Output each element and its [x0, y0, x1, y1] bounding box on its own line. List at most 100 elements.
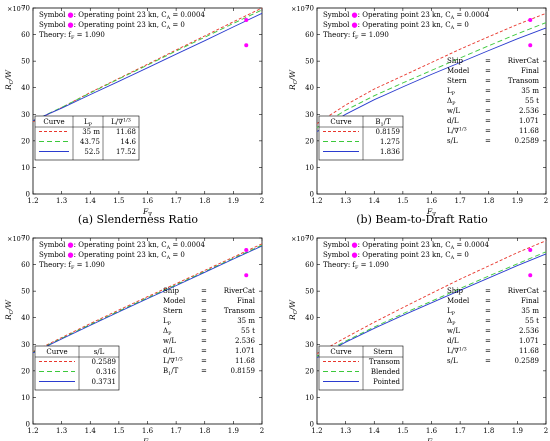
text-span: 1.5 — [397, 197, 408, 205]
text-span: 30 — [305, 111, 314, 119]
info-eq: = — [485, 357, 491, 365]
legend-table — [318, 345, 404, 391]
text-span: : Operating point 23 kn, C — [74, 21, 167, 29]
text-span: = — [485, 97, 491, 105]
info-value: RiverCat — [508, 287, 539, 295]
text-span: = — [485, 297, 491, 305]
text-span: 1.2 — [311, 427, 322, 435]
y-tick-label: 40 — [21, 314, 30, 322]
text-span: Ship — [447, 57, 464, 65]
text-span: 55 t — [525, 317, 539, 325]
text-span: = — [201, 337, 207, 345]
info-value: 2.536 — [519, 327, 540, 335]
info-eq: = — [485, 97, 491, 105]
info-key: w/L — [447, 327, 460, 335]
text-span: 17.52 — [116, 148, 136, 156]
x-axis-label: F∇ — [426, 437, 436, 441]
y-tick-label: 0 — [26, 191, 30, 199]
x-tick-label: 1.5 — [113, 197, 124, 205]
info-key: Model — [163, 297, 186, 305]
x-tick-label: 1.3 — [340, 427, 351, 435]
info-value: Transom — [224, 307, 256, 315]
y-tick-label: 10 — [21, 164, 30, 172]
marker-symbol: ● — [68, 251, 74, 259]
x-tick-label: 1.8 — [483, 197, 494, 205]
table-cell: 11.68 — [116, 128, 136, 136]
info-eq: = — [201, 337, 207, 345]
text-span: 1.7 — [171, 197, 182, 205]
text-span: Curve — [46, 348, 67, 356]
operating-point-1 — [528, 17, 533, 22]
text-span: 55 t — [525, 97, 539, 105]
text-span: : Operating point 23 kn, C — [358, 241, 451, 249]
text-span: P — [452, 101, 456, 107]
info-key: ΔP — [163, 327, 172, 337]
marker-symbol: ● — [68, 21, 74, 29]
x-tick-label: 1.7 — [455, 197, 466, 205]
y-tick-label: 50 — [305, 288, 314, 296]
info-eq: = — [201, 347, 207, 355]
text-span: 10 — [305, 394, 314, 402]
text-span: Transom — [508, 77, 540, 85]
text-span: 52.5 — [84, 148, 100, 156]
info-value: 55 t — [525, 97, 539, 105]
table-header: s/L — [94, 348, 105, 356]
y-axis-label: RC/W — [288, 69, 299, 91]
x-tick-label: 1.4 — [85, 197, 97, 205]
text-span: Curve — [330, 348, 351, 356]
text-span: 10 — [305, 164, 314, 172]
text-span: RiverCat — [508, 57, 539, 65]
legend-entry-1: Symbol ●: Operating point 23 kn, CA = 0.… — [323, 241, 489, 251]
text-span: Theory: f — [39, 31, 72, 39]
text-span: 1.071 — [519, 117, 539, 125]
text-span: P — [452, 311, 456, 317]
info-eq: = — [485, 287, 491, 295]
text-span: = — [485, 77, 491, 85]
info-key: Ship — [163, 287, 180, 295]
text-span: 10 — [21, 394, 30, 402]
text-span: Δ — [163, 327, 168, 335]
x-tick-label: 1.2 — [311, 427, 322, 435]
text-span: Symbol — [323, 251, 352, 259]
text-span: = — [201, 297, 207, 305]
y-tick-label: 70 — [305, 5, 314, 13]
text-span: = — [201, 307, 207, 315]
text-span: : Operating point 23 kn, C — [358, 11, 451, 19]
y-tick-label: 20 — [21, 137, 30, 145]
info-key: LP — [447, 307, 456, 317]
y-multiplier: ×10-3 — [291, 5, 309, 13]
text-span: L — [447, 87, 452, 95]
text-span: = 1.090 — [358, 261, 388, 269]
text-span: d/L — [447, 117, 459, 125]
text-span: C — [293, 80, 299, 84]
text-span: Symbol — [323, 11, 352, 19]
x-tick-label: 2 — [544, 197, 548, 205]
info-eq: = — [485, 297, 491, 305]
text-span: 1.8 — [199, 197, 210, 205]
info-key: ΔP — [447, 317, 456, 327]
table-header: LP — [84, 118, 93, 128]
info-eq: = — [485, 67, 491, 75]
table-cell: 0.2589 — [92, 358, 117, 366]
text-span: 0.316 — [96, 368, 117, 376]
info-key: Stern — [163, 307, 183, 315]
y-tick-label: 60 — [21, 31, 30, 39]
text-span: F — [426, 437, 433, 441]
x-tick-label: 1.5 — [397, 427, 408, 435]
info-eq: = — [485, 317, 491, 325]
y-tick-label: 0 — [310, 191, 314, 199]
x-tick-label: 1.9 — [228, 427, 239, 435]
legend-entry-3: Theory: fF = 1.090 — [323, 31, 389, 41]
text-span: = 0.0004 — [170, 11, 205, 19]
info-value: RiverCat — [224, 287, 255, 295]
marker-symbol: ● — [352, 241, 358, 249]
x-axis-label: F∇ — [142, 207, 152, 218]
text-span: 50 — [305, 58, 314, 66]
text-span: ×10 — [7, 235, 21, 243]
text-span: C — [293, 310, 299, 314]
legend-entry-1: Symbol ●: Operating point 23 kn, CA = 0.… — [323, 11, 489, 21]
operating-point-2 — [244, 43, 249, 48]
text-span: 0 — [310, 191, 314, 199]
text-span: 1.2 — [27, 427, 38, 435]
table-header: Curve — [330, 348, 351, 356]
